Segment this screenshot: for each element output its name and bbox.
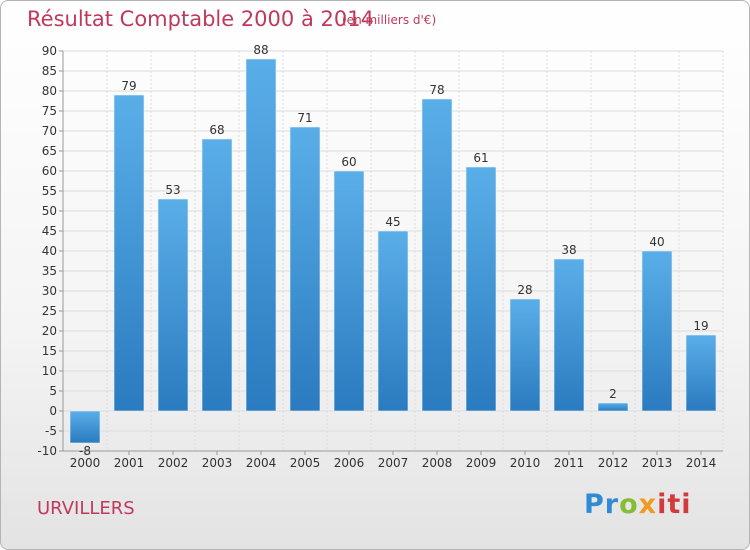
y-tick-label: 40: [42, 244, 57, 258]
x-tick-label: 2000: [70, 456, 101, 470]
bar: [201, 138, 233, 412]
logo-part: o: [619, 489, 639, 520]
y-tick-label: 55: [42, 184, 57, 198]
bar: [69, 410, 101, 444]
axis-layer: [59, 50, 723, 455]
commune-name: URVILLERS: [37, 498, 135, 519]
bar: [421, 98, 453, 412]
bar-value-label: -8: [79, 444, 91, 458]
y-tick-label: 45: [42, 224, 57, 238]
y-tick-label: 15: [42, 344, 57, 358]
bar-value-label: 61: [473, 151, 488, 165]
y-tick-label: 5: [49, 384, 57, 398]
proxiti-logo: Proxiti: [584, 489, 692, 520]
logo-part: Pr: [584, 489, 620, 520]
bar: [641, 250, 673, 412]
x-tick-label: 2008: [422, 456, 453, 470]
bar-value-label: 19: [693, 319, 708, 333]
y-tick-label: 80: [42, 84, 57, 98]
bar-value-label: 45: [385, 215, 400, 229]
y-tick-label: 35: [42, 264, 57, 278]
y-tick-label: 90: [42, 44, 57, 58]
x-tick-label: 2010: [510, 456, 541, 470]
x-tick-label: 2004: [246, 456, 277, 470]
bar: [465, 166, 497, 412]
x-tick-label: 2005: [290, 456, 321, 470]
bar: [245, 58, 277, 412]
chart-title: Résultat Comptable 2000 à 2014: [27, 7, 374, 31]
bar: [553, 258, 585, 412]
bar: [685, 334, 717, 412]
bar: [157, 198, 189, 412]
chart-subtitle: (en milliers d'€): [342, 13, 437, 27]
x-tick-label: 2009: [466, 456, 497, 470]
y-tick-label: 60: [42, 164, 57, 178]
y-tick-label: 20: [42, 324, 57, 338]
bar: [377, 230, 409, 412]
y-tick-label: -5: [45, 424, 57, 438]
bar: [597, 402, 629, 412]
x-tick-label: 2007: [378, 456, 409, 470]
bar-value-label: 28: [517, 283, 532, 297]
bar-value-label: 60: [341, 155, 356, 169]
x-tick-label: 2001: [114, 456, 145, 470]
bar-layer: [69, 58, 717, 444]
bar-value-label: 79: [121, 79, 136, 93]
x-tick-label: 2013: [642, 456, 673, 470]
y-tick-label: -10: [37, 444, 57, 458]
bar-value-label: 78: [429, 83, 444, 97]
logo-part: x: [638, 489, 658, 520]
x-tick-label: 2012: [598, 456, 629, 470]
bar: [113, 94, 145, 412]
bar: [509, 298, 541, 412]
y-tick-label: 30: [42, 284, 57, 298]
x-tick-label: 2006: [334, 456, 365, 470]
y-tick-label: 75: [42, 104, 57, 118]
bar-value-label: 71: [297, 111, 312, 125]
bar-value-label: 2: [609, 387, 617, 401]
bar-value-label: 68: [209, 123, 224, 137]
y-tick-label: 10: [42, 364, 57, 378]
bar-value-label: 88: [253, 43, 268, 57]
y-tick-label: 0: [49, 404, 57, 418]
logo-part: iti: [657, 489, 692, 520]
x-tick-label: 2003: [202, 456, 233, 470]
label-layer: -10 -5 0 5 10 15 20 25 30 35 40 45 50 55 60 65 70 75 80 85 9…: [37, 43, 716, 470]
bar: [289, 126, 321, 412]
y-tick-label: 50: [42, 204, 57, 218]
y-tick-label: 85: [42, 64, 57, 78]
bar: [333, 170, 365, 412]
x-tick-label: 2002: [158, 456, 189, 470]
x-tick-label: 2014: [686, 456, 717, 470]
y-tick-label: 65: [42, 144, 57, 158]
bar-value-label: 40: [649, 235, 664, 249]
y-tick-label: 25: [42, 304, 57, 318]
bar-value-label: 53: [165, 183, 180, 197]
y-tick-label: 70: [42, 124, 57, 138]
x-tick-label: 2011: [554, 456, 585, 470]
bar-value-label: 38: [561, 243, 576, 257]
